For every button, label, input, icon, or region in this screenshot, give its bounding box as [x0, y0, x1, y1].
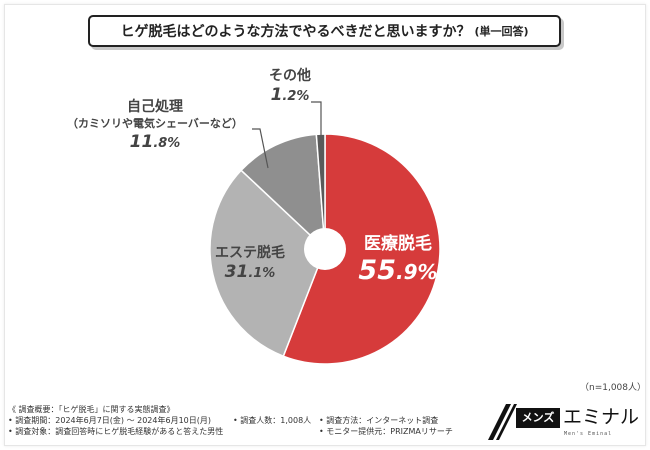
footer-heading: 《 調査概要：「ヒゲ脱毛」に関する実態調査》	[8, 405, 175, 414]
slice-name-other: その他	[269, 68, 311, 84]
chart-title: ヒゲ脱毛はどのような方法でやるべきだと思いますか？	[120, 24, 471, 40]
footer-provider: • モニター提供元：PRIZMAリサーチ	[319, 427, 453, 436]
leader-line-self	[252, 128, 269, 169]
slice-note-self: （カミソリや電気シェーバーなど）	[67, 117, 243, 130]
slice-value-other: 1.2%	[270, 85, 310, 105]
brand-tagline: Men's Eminal	[564, 431, 613, 437]
sample-size-note: （n=1,008人）	[580, 383, 647, 393]
footer-period: • 調査期間：2024年6月7日(金) 〜 2024年6月10日(月)	[8, 416, 211, 425]
leader-line-other	[311, 101, 322, 135]
chart-title-box: ヒゲ脱毛はどのような方法でやるべきだと思いますか？ (単一回答)	[88, 15, 561, 47]
slice-value-medical: 55.9%	[358, 255, 438, 286]
footer-row-2: • 調査対象：調査回答時にヒゲ脱毛経験があると答えた男性 • モニター提供元：P…	[8, 426, 453, 437]
footer-method: • 調査方法：インターネット調査	[319, 416, 439, 425]
slice-label-self: 自己処理 （カミソリや電気シェーバーなど） 11.8%	[40, 99, 270, 152]
slice-name-medical: 医療脱毛	[364, 234, 432, 254]
slice-label-other: その他 1.2%	[255, 68, 325, 105]
brand-eminal: エミナル	[563, 406, 640, 428]
slice-label-medical: 医療脱毛 55.9%	[348, 233, 448, 286]
pie-slice-medical	[282, 133, 441, 365]
footer-people: • 調査人数：1,008人	[233, 416, 312, 425]
footer-target: • 調査対象：調査回答時にヒゲ脱毛経験があると答えた男性	[8, 427, 224, 436]
slice-label-esthetic: エステ脱毛 31.1%	[205, 245, 295, 282]
pie-slice-esthetic	[209, 169, 326, 358]
chart-title-note: (単一回答)	[474, 25, 529, 38]
brand-logo: メンズ エミナル Men's Eminal	[486, 402, 646, 442]
brand-mens: メンズ	[516, 408, 560, 428]
slice-name-self: 自己処理	[127, 99, 183, 115]
pie-center-hole	[304, 228, 346, 270]
slice-value-self: 11.8%	[129, 132, 181, 152]
footer-row-1: • 調査期間：2024年6月7日(金) 〜 2024年6月10日(月) • 調査…	[8, 415, 453, 426]
survey-footer: 《 調査概要：「ヒゲ脱毛」に関する実態調査》 • 調査期間：2024年6月7日(…	[8, 404, 453, 437]
slice-value-esthetic: 31.1%	[224, 262, 276, 282]
slice-name-esthetic: エステ脱毛	[215, 245, 285, 261]
brand-mark-icon	[488, 404, 517, 440]
pie-slice-self	[240, 133, 326, 251]
